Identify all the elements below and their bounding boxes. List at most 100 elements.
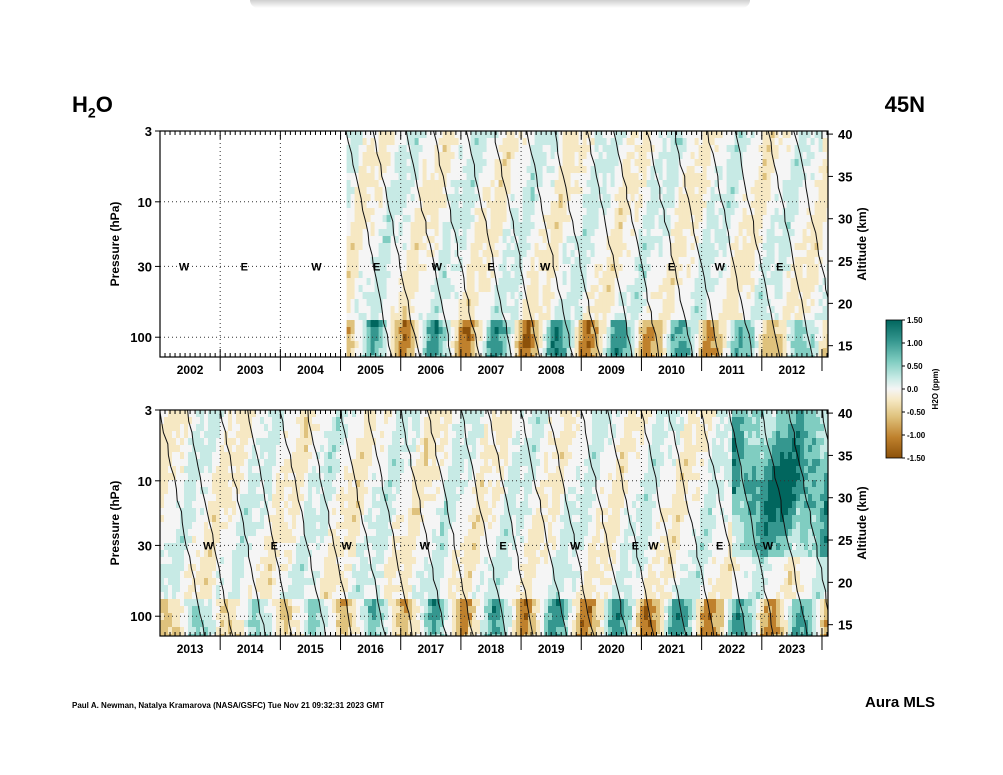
heatmap-cell	[370, 243, 376, 251]
heatmap-cell	[738, 313, 744, 321]
heatmap-cell	[622, 320, 628, 328]
heatmap-cell	[378, 327, 384, 335]
heatmap-cell	[172, 522, 177, 530]
heatmap-cell	[666, 131, 672, 139]
heatmap-cell	[582, 222, 588, 230]
heatmap-cell	[742, 243, 748, 251]
heatmap-cell	[510, 299, 516, 307]
heatmap-cell	[614, 222, 620, 230]
heatmap-cell	[606, 180, 612, 188]
heatmap-cell	[450, 299, 456, 307]
heatmap-cell	[610, 194, 616, 202]
heatmap-cell	[742, 313, 748, 321]
heatmap-cell	[494, 208, 500, 216]
heatmap-cell	[220, 585, 225, 593]
heatmap-cell	[378, 152, 384, 160]
heatmap-cell	[514, 229, 520, 237]
heatmap-cell	[618, 131, 624, 139]
heatmap-cell	[228, 501, 233, 509]
heatmap-cell	[196, 613, 201, 621]
heatmap-cell	[558, 173, 564, 181]
heatmap-cell	[346, 278, 352, 286]
heatmap-cell	[678, 341, 684, 349]
heatmap-cell	[698, 285, 704, 293]
heatmap-cell	[738, 306, 744, 314]
heatmap-cell	[662, 131, 668, 139]
heatmap-cell	[426, 229, 432, 237]
heatmap-cell	[742, 334, 748, 342]
heatmap-cell	[790, 131, 796, 139]
heatmap-cell	[662, 313, 668, 321]
heatmap-cell	[442, 208, 448, 216]
heatmap-cell	[810, 201, 816, 209]
heatmap-cell	[626, 334, 632, 342]
heatmap-cell	[522, 222, 528, 230]
heatmap-cell	[730, 313, 736, 321]
heatmap-cell	[394, 194, 400, 202]
heatmap-cell	[426, 201, 432, 209]
heatmap-cell	[402, 229, 408, 237]
heatmap-cell	[786, 194, 792, 202]
heatmap-cell	[790, 334, 796, 342]
contour-line	[674, 131, 720, 357]
heatmap-cell	[606, 327, 612, 335]
heatmap-cell	[462, 187, 468, 195]
heatmap-cell	[196, 515, 201, 523]
heatmap-cell	[526, 355, 532, 357]
heatmap-cell	[826, 208, 828, 216]
heatmap-cell	[164, 410, 169, 418]
heatmap-cell	[606, 341, 612, 349]
heatmap-cell	[220, 438, 225, 446]
heatmap-cell	[786, 187, 792, 195]
heatmap-cell	[458, 215, 464, 223]
heatmap-cell	[774, 327, 780, 335]
heatmap-cell	[790, 250, 796, 258]
y-left-axis-label: Pressure (hPa)	[108, 202, 122, 287]
heatmap-cell	[478, 194, 484, 202]
heatmap-cell	[682, 208, 688, 216]
heatmap-cell	[160, 613, 165, 621]
heatmap-cell	[610, 145, 616, 153]
heatmap-cell	[438, 306, 444, 314]
heatmap-cell	[422, 236, 428, 244]
heatmap-cell	[702, 236, 708, 244]
heatmap-cell	[394, 145, 400, 153]
heatmap-cell	[794, 243, 800, 251]
heatmap-cell	[426, 348, 432, 356]
heatmap-cell	[754, 159, 760, 167]
heatmap-cell	[406, 194, 412, 202]
heatmap-cell	[710, 138, 716, 146]
heatmap-cell	[770, 194, 776, 202]
heatmap-cell	[494, 271, 500, 279]
heatmap-cell	[370, 299, 376, 307]
heatmap-cell	[654, 243, 660, 251]
heatmap-cell	[406, 257, 412, 265]
heatmap-cell	[558, 264, 564, 272]
heatmap-cell	[790, 299, 796, 307]
heatmap-cell	[826, 320, 828, 328]
heatmap-cell	[678, 236, 684, 244]
heatmap-cell	[438, 257, 444, 265]
heatmap-cell	[232, 613, 237, 621]
heatmap-cell	[228, 571, 233, 579]
heatmap-cell	[216, 536, 221, 544]
heatmap-cell	[534, 215, 540, 223]
heatmap-cell	[378, 250, 384, 258]
heatmap-cell	[216, 543, 221, 551]
heatmap-cell	[208, 627, 213, 635]
heatmap-cell	[726, 306, 732, 314]
heatmap-cell	[626, 138, 632, 146]
heatmap-cell	[204, 424, 209, 432]
heatmap-cell	[462, 257, 468, 265]
heatmap-cell	[718, 173, 724, 181]
heatmap-cell	[742, 250, 748, 258]
heatmap-cell	[542, 243, 548, 251]
heatmap-cells	[160, 410, 828, 636]
heatmap-cell	[538, 271, 544, 279]
axis-ticks	[159, 131, 828, 357]
heatmap-cell	[634, 320, 640, 328]
heatmap-cell	[730, 145, 736, 153]
heatmap-cell	[522, 292, 528, 300]
heatmap-cell	[638, 271, 644, 279]
heatmap-cell	[486, 313, 492, 321]
